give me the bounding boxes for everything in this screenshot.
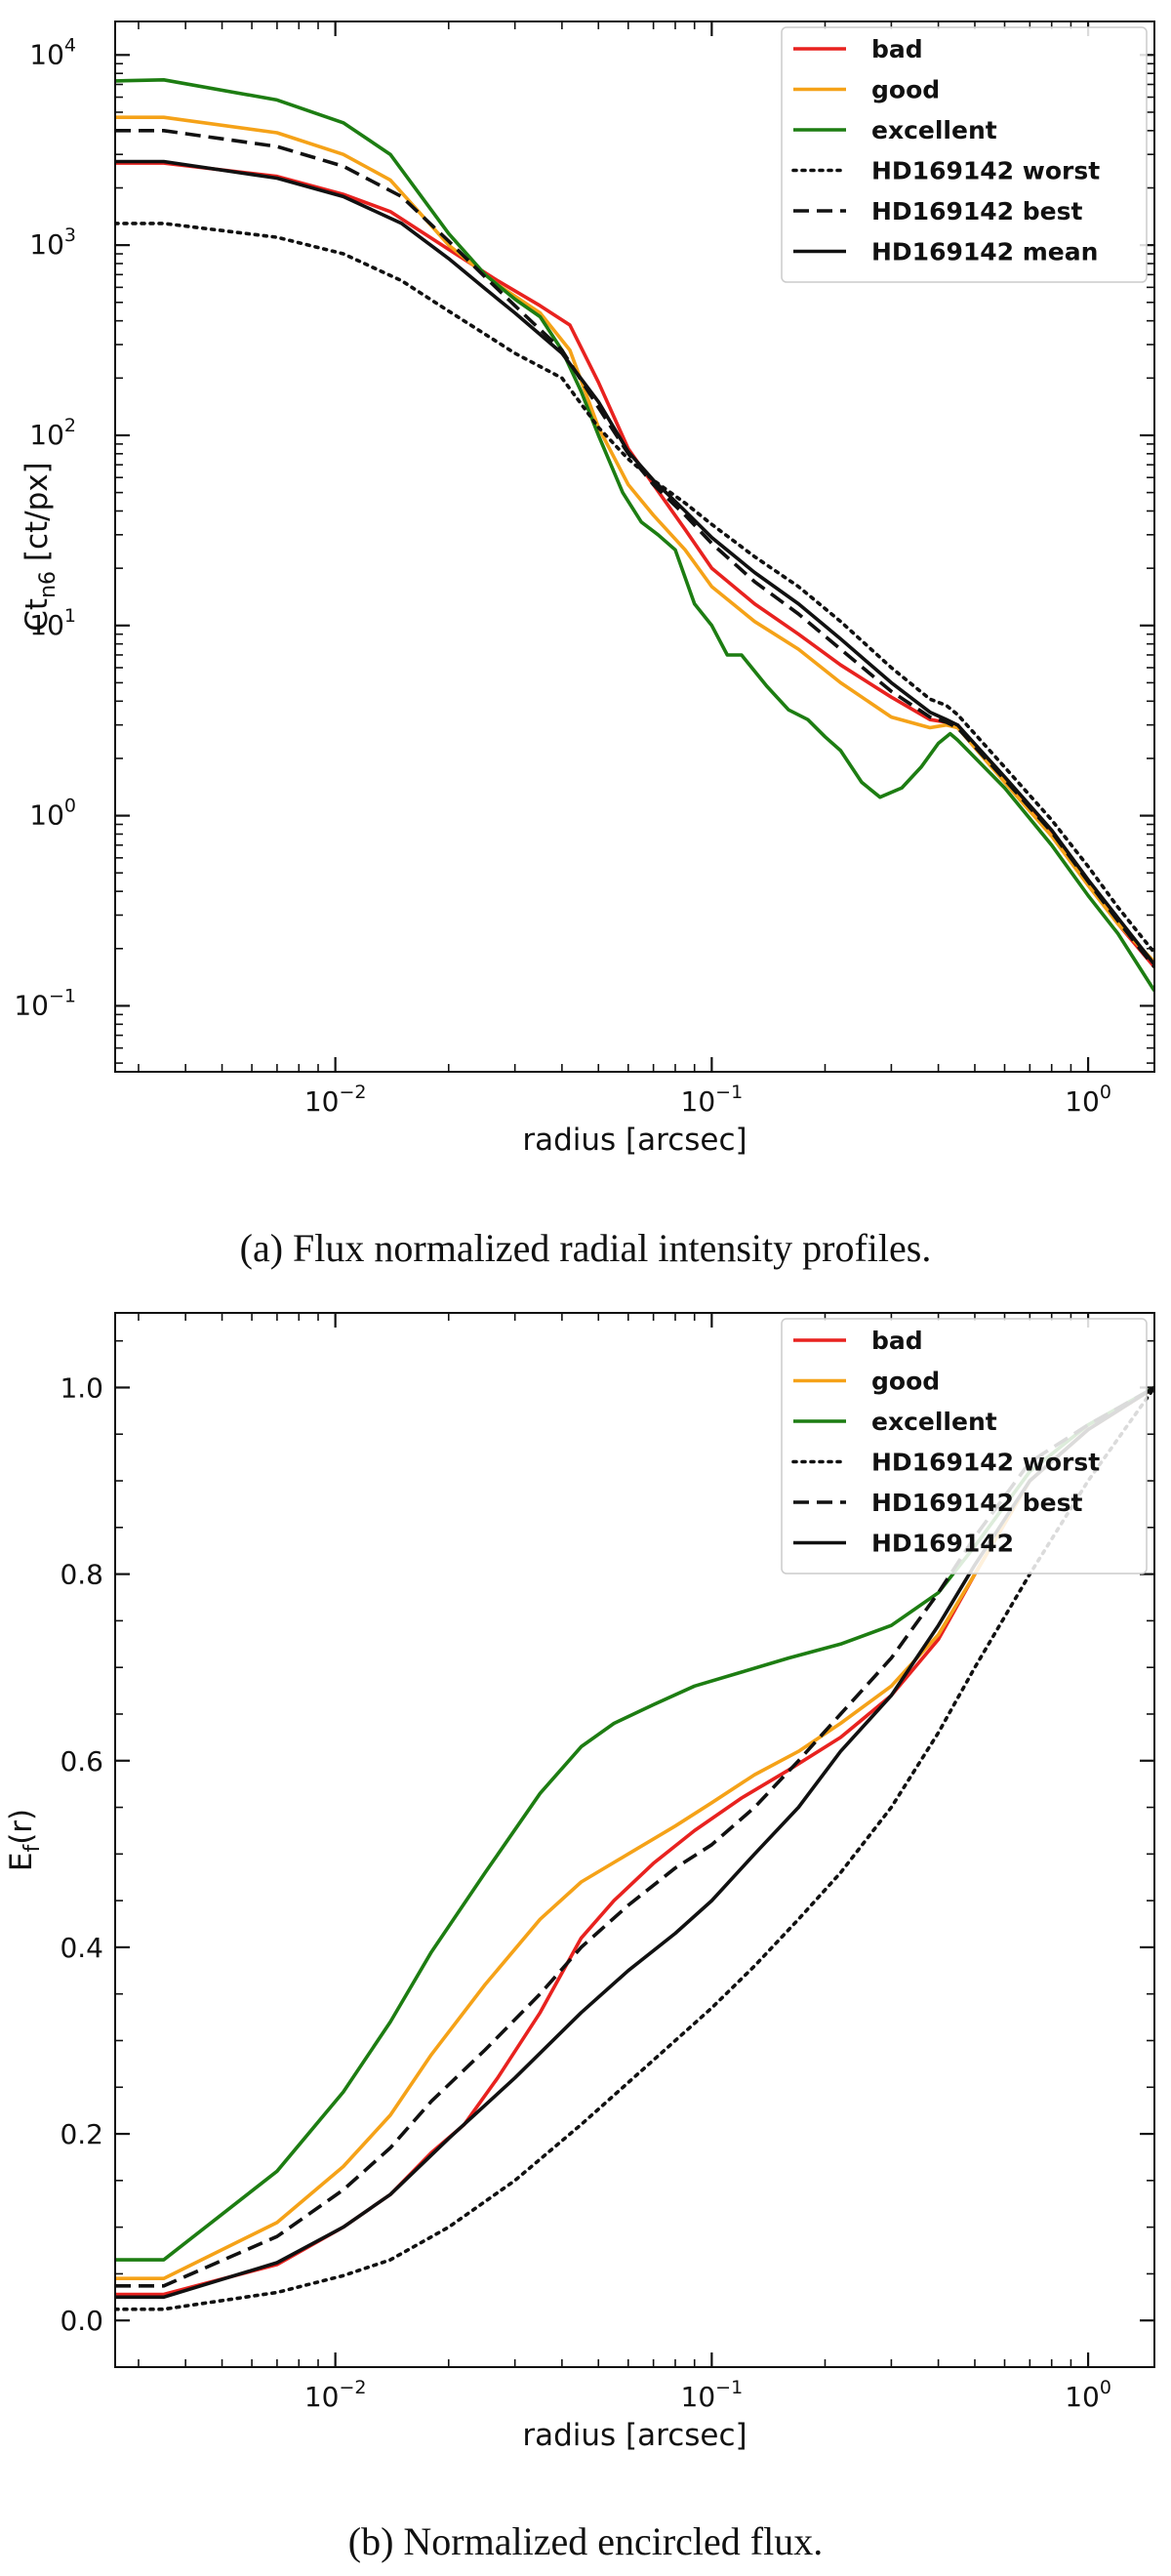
y-tick-label: 100 <box>29 796 76 832</box>
series-line-hd169142-worst <box>115 222 1154 955</box>
legend: bad good excellent HD169142 worst HD169142 b… <box>781 1318 1148 1574</box>
legend-label: HD169142 worst <box>871 157 1100 185</box>
x-tick-label: 10−1 <box>681 1082 744 1118</box>
x-tick-label: 100 <box>1065 2377 1111 2413</box>
y-tick-label: 0.2 <box>60 2118 103 2150</box>
y-tick-label: 0.4 <box>60 1932 103 1964</box>
x-axis-label: radius [arcsec] <box>522 1123 747 1158</box>
y-tick-label: 0.6 <box>60 1745 103 1778</box>
legend-label: bad <box>871 1327 923 1355</box>
series-line-good <box>115 1385 1154 2280</box>
series-line-hd169142-best <box>115 1385 1154 2288</box>
x-tick-label: 10−2 <box>304 2377 367 2413</box>
y-tick-label: 103 <box>29 225 76 261</box>
series-line-bad <box>115 161 1154 968</box>
y-axis-label: Ef(r) <box>4 1809 45 1871</box>
legend-label: excellent <box>871 1408 997 1436</box>
series-line-hd169142 <box>115 1385 1154 2300</box>
legend-label: HD169142 best <box>871 197 1082 225</box>
y-tick-label: 101 <box>29 605 76 641</box>
legend-label: good <box>871 1368 940 1396</box>
x-tick-label: 10−2 <box>304 1082 367 1118</box>
legend-label: HD169142 worst <box>871 1449 1100 1477</box>
legend-box <box>781 26 1148 283</box>
legend-label: HD169142 mean <box>871 238 1098 266</box>
series-line-hd169142-mean <box>115 159 1154 966</box>
y-tick-label: 0.0 <box>60 2305 103 2337</box>
y-tick-label: 1.0 <box>60 1371 103 1404</box>
chart-panel-b: 10−2 10−1 100 0.0 0.2 0.4 0.6 0.8 1.0 radius [arc… <box>4 1312 1155 2453</box>
legend-label: HD169142 <box>871 1530 1014 1558</box>
series-line-hd169142-best <box>115 129 1154 968</box>
legend-label: good <box>871 76 940 104</box>
legend-label: HD169142 best <box>871 1489 1082 1517</box>
plot-frame <box>114 1312 1155 2368</box>
x-tick-label: 100 <box>1065 1082 1111 1118</box>
legend-label: bad <box>871 35 923 63</box>
legend-box <box>781 1318 1148 1574</box>
caption-b: (b) Normalized encircled flux. <box>347 2519 824 2563</box>
x-tick-label: 10−1 <box>681 2377 744 2413</box>
chart-panel-a: 10−2 10−1 100 10−1 100 101 102 103 104 radius [ar… <box>14 20 1155 1158</box>
x-axis-label: radius [arcsec] <box>522 2418 747 2453</box>
series-line-hd169142-worst <box>115 1385 1154 2311</box>
y-axis-label: Ctn6 [ct/px] <box>20 462 61 631</box>
caption-a: (a) Flux normalized radial intensity pro… <box>239 1226 932 1270</box>
plot-frame <box>114 20 1155 1073</box>
y-tick-label: 102 <box>29 415 76 451</box>
legend-label: excellent <box>871 116 997 144</box>
y-tick-label: 0.8 <box>60 1559 103 1591</box>
y-tick-label: 10−1 <box>14 985 76 1021</box>
legend: bad good excellent HD169142 worst HD169142 b… <box>781 26 1148 283</box>
y-tick-label: 104 <box>29 34 76 70</box>
